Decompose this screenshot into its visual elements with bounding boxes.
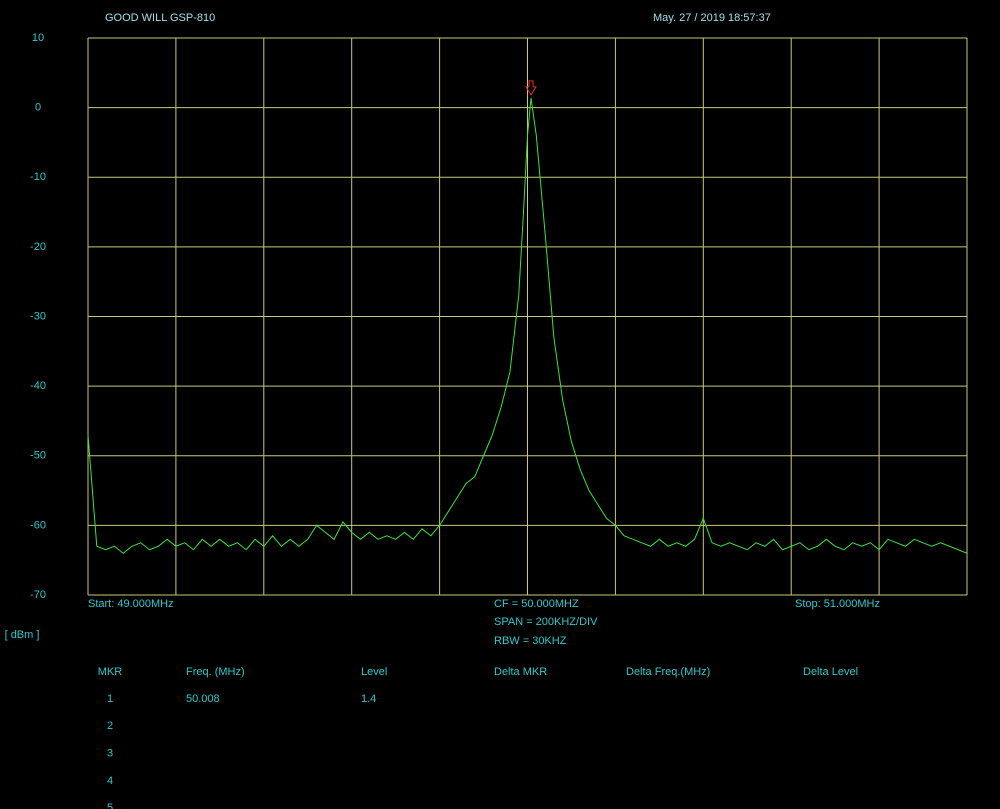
span: SPAN = 200KHZ/DIV bbox=[494, 616, 598, 628]
marker-frequency: 50.008 bbox=[186, 693, 220, 705]
table-header: Delta Level bbox=[803, 666, 858, 678]
marker-level: 1.4 bbox=[361, 693, 376, 705]
center-frequency: CF = 50.000MHZ bbox=[494, 598, 579, 610]
marker-number: 1 bbox=[107, 693, 113, 705]
y-tick-label: -10 bbox=[30, 171, 46, 183]
spectrum-trace bbox=[87, 97, 968, 554]
y-tick-label: -60 bbox=[30, 519, 46, 531]
y-tick-label: 0 bbox=[35, 102, 41, 114]
marker-number: 2 bbox=[107, 720, 113, 732]
y-tick-label: 10 bbox=[32, 32, 44, 44]
y-tick-label: -40 bbox=[30, 380, 46, 392]
stop-frequency: Stop: 51.000MHz bbox=[795, 598, 880, 610]
marker-number: 5 bbox=[107, 802, 113, 809]
peak-marker bbox=[525, 80, 537, 96]
rbw: RBW = 30KHZ bbox=[494, 635, 567, 647]
table-header: Level bbox=[361, 666, 387, 678]
marker-number: 4 bbox=[107, 775, 113, 787]
table-header: Freq. (MHz) bbox=[186, 666, 245, 678]
start-frequency: Start: 49.000MHz bbox=[88, 598, 174, 610]
table-header: Delta MKR bbox=[494, 666, 547, 678]
table-header: MKR bbox=[98, 666, 123, 678]
y-tick-label: -70 bbox=[30, 589, 46, 601]
marker-number: 3 bbox=[107, 748, 113, 760]
timestamp: May. 27 / 2019 18:57:37 bbox=[653, 12, 771, 24]
y-tick-label: -50 bbox=[30, 450, 46, 462]
table-header: Delta Freq.(MHz) bbox=[626, 666, 710, 678]
device-title: GOOD WILL GSP-810 bbox=[105, 12, 215, 24]
y-axis-unit: [ dBm ] bbox=[5, 629, 40, 641]
y-tick-label: -20 bbox=[30, 241, 46, 253]
y-tick-label: -30 bbox=[30, 310, 46, 322]
